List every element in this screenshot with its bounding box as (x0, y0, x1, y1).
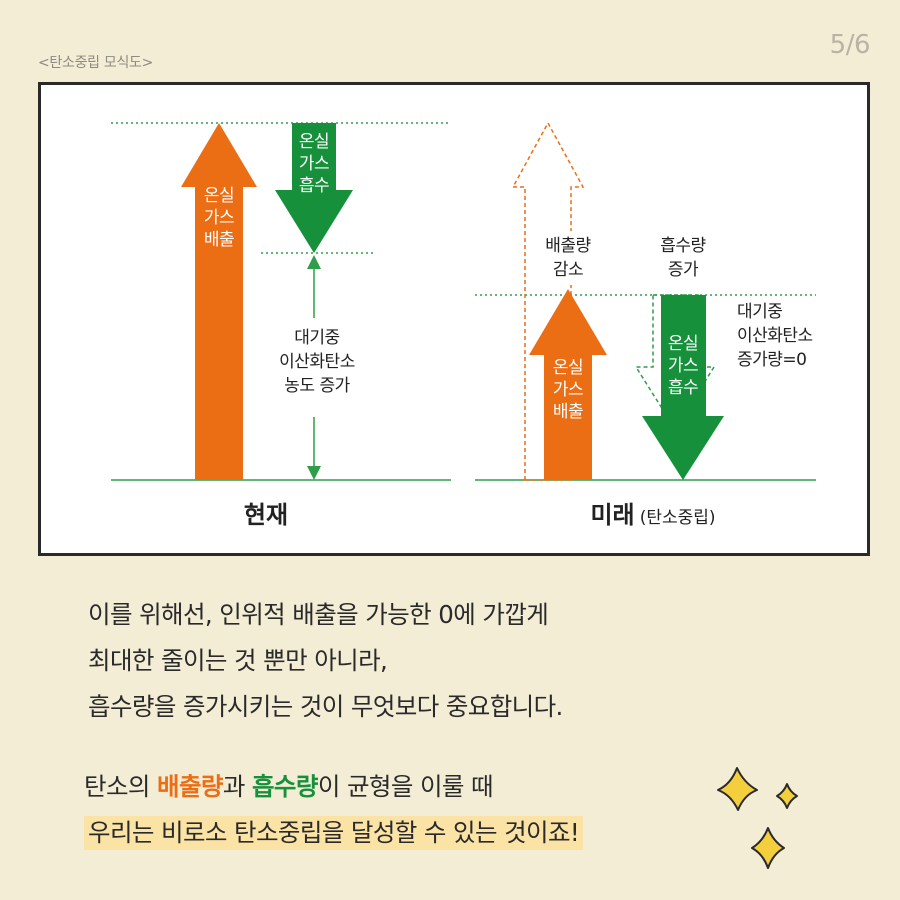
future-emission-arrow (529, 289, 607, 480)
body-line-2: 최대한 줄이는 것 뿐만 아니라, (88, 646, 388, 675)
future-note-3: 증가량=0 (737, 350, 806, 370)
present-note-2: 이산화탄소 (279, 352, 355, 372)
present-emission-label-3: 배출 (204, 230, 234, 250)
future-emission-change-bg (529, 231, 607, 285)
present-emission-label-2: 가스 (204, 208, 234, 228)
present-absorption-label-3: 흡수 (299, 176, 329, 196)
body-line-1: 이를 위해선, 인위적 배출을 가능한 0에 가깝게 (88, 600, 549, 629)
present-title: 현재 (244, 501, 288, 529)
conclusion-part-1: 탄소의 (84, 772, 158, 801)
future-absorption-label-1: 온실 (668, 334, 698, 354)
present-absorption-arrow (275, 123, 353, 253)
future-subtitle: (탄소중립) (640, 508, 716, 528)
future-emission-label-2: 가스 (553, 380, 583, 400)
page-number: 5/6 (829, 30, 871, 60)
future-note-2: 이산화탄소 (737, 326, 813, 346)
conclusion-part-2: 과 (222, 772, 252, 801)
present-note-3: 농도 증가 (284, 376, 350, 396)
future-absorption-label-2: 가스 (668, 356, 698, 376)
conclusion-line-1: 탄소의 배출량과 흡수량이 균형을 이룰 때 (84, 764, 583, 810)
conclusion-line-2-wrap: 우리는 비로소 탄소중립을 달성할 수 있는 것이죠! (84, 810, 584, 856)
future-note-1: 대기중 (737, 302, 782, 322)
present-absorption-label-2: 가스 (299, 154, 329, 174)
present-emission-label-1: 온실 (204, 186, 234, 206)
sparkle-icon-large (717, 767, 758, 811)
body-paragraph: 이를 위해선, 인위적 배출을 가능한 0에 가깝게 최대한 줄이는 것 뿐만 … (88, 592, 563, 730)
present-range-arrowhead-down (307, 466, 321, 480)
conclusion-part-3: 이 균형을 이룰 때 (317, 772, 494, 801)
future-emission-change-1: 배출량 (545, 236, 591, 256)
present-range-arrowhead-up (307, 255, 321, 269)
conclusion-text: 탄소의 배출량과 흡수량이 균형을 이룰 때 우리는 비로소 탄소중립을 달성할… (84, 764, 584, 856)
future-absorption-label-3: 흡수 (668, 378, 698, 398)
carbon-neutral-diagram: 온실 가스 배출 온실 가스 흡수 대기중 이산화탄소 농도 증가 현재 (38, 82, 870, 556)
future-emission-label-1: 온실 (553, 358, 583, 378)
present-absorption-label-1: 온실 (299, 132, 329, 152)
diagram-canvas: 온실 가스 배출 온실 가스 흡수 대기중 이산화탄소 농도 증가 현재 (111, 121, 816, 529)
absorption-highlight: 흡수량 (251, 772, 318, 801)
future-emission-label-3: 배출 (553, 402, 583, 422)
future-absorption-arrow (642, 295, 724, 480)
future-emission-change-2: 감소 (553, 260, 583, 280)
diagram-caption: <탄소중립 모식도> (38, 55, 154, 71)
sparkle-icon-bottom (751, 827, 785, 869)
present-note-1: 대기중 (294, 328, 339, 348)
body-line-3: 흡수량을 증가시키는 것이 무엇보다 중요합니다. (88, 692, 563, 721)
future-absorption-change-2: 증가 (668, 260, 699, 280)
present-section: 온실 가스 배출 온실 가스 흡수 대기중 이산화탄소 농도 증가 현재 (111, 122, 451, 529)
future-absorption-change-1: 흡수량 (660, 236, 706, 256)
conclusion-line-2: 우리는 비로소 탄소중립을 달성할 수 있는 것이죠! (84, 816, 584, 850)
future-title: 미래 (590, 501, 634, 529)
present-emission-arrow (181, 123, 257, 480)
future-title-group: 미래 (탄소중립) (590, 501, 715, 529)
emission-highlight: 배출량 (157, 772, 223, 801)
future-section: 온실 가스 배출 온실 가스 흡수 배출량 감소 흡수량 증가 대기중 이산화탄… (475, 121, 816, 529)
sparkle-icon-small (776, 783, 798, 809)
